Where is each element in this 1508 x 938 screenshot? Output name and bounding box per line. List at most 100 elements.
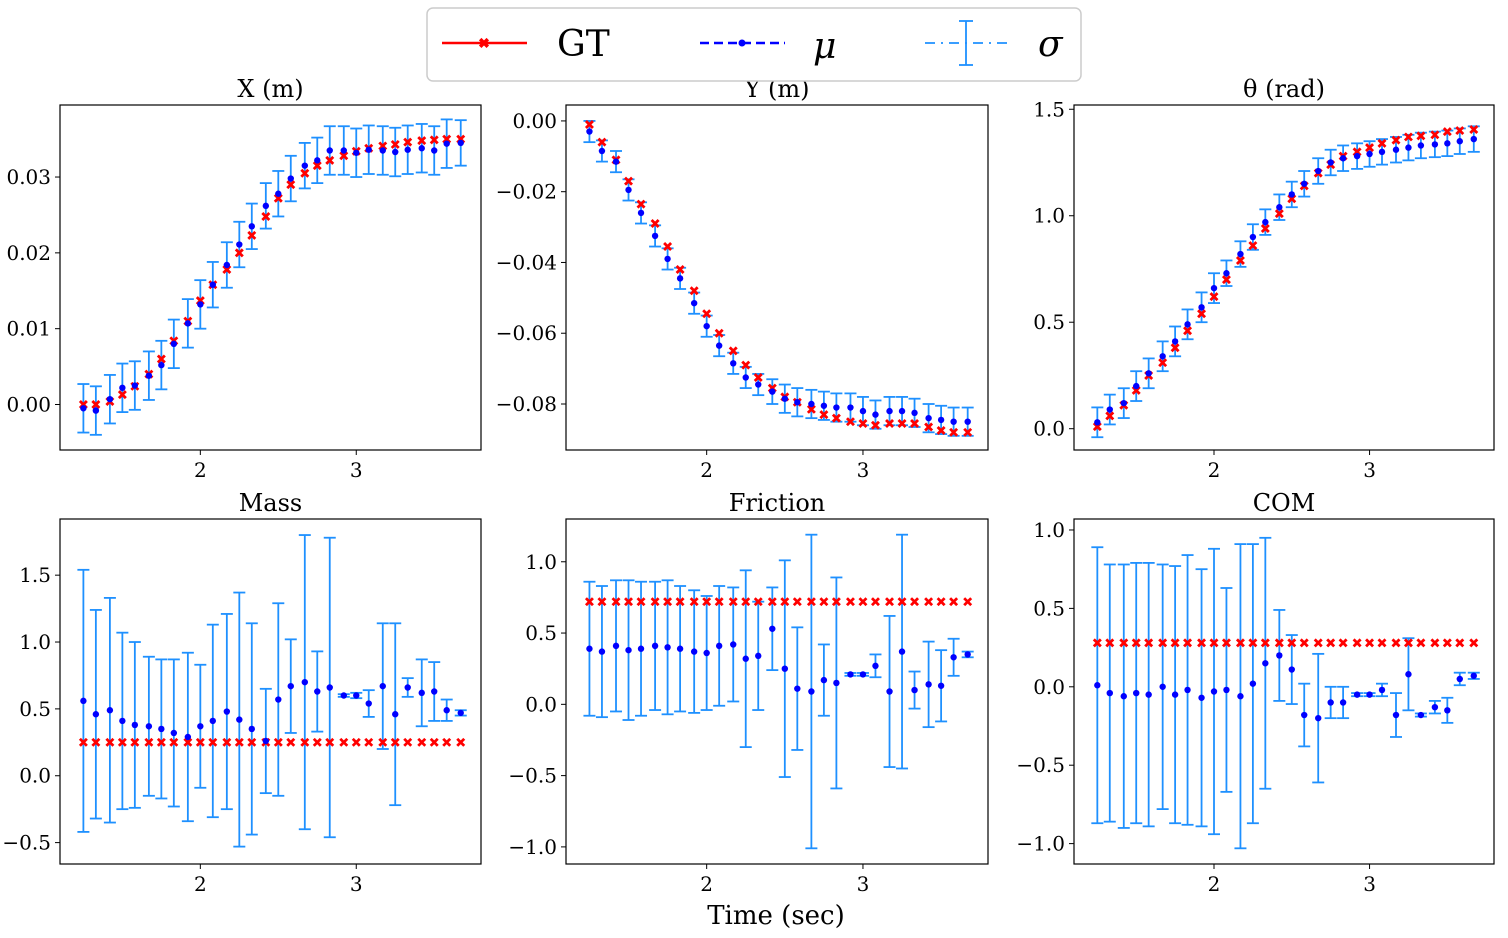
mu-point: [664, 255, 671, 263]
gt-point: [885, 418, 895, 428]
gt-point: [117, 390, 127, 400]
gt-point: [806, 597, 816, 607]
gt-point: [247, 737, 257, 747]
legend-gt-marker: ✖: [478, 36, 490, 52]
gt-point: [714, 597, 724, 607]
mu-point: [1378, 686, 1386, 694]
gt-point: [1170, 343, 1180, 353]
mu-point: [1210, 688, 1218, 695]
subplot-5: Friction 2 3 −1.0 −0.5 0.0 0.5 1.0: [508, 489, 989, 896]
mu-point: [847, 404, 854, 411]
gt-point: [1221, 275, 1231, 285]
gt-point: [689, 286, 699, 296]
y-tick-label: −0.5: [2, 831, 51, 855]
mu-point: [1339, 699, 1347, 706]
legend-entry-gt: ✖ GT: [442, 24, 610, 65]
y-tick-label: 0.0: [19, 764, 51, 788]
mu-point: [859, 407, 867, 415]
mu-point: [1094, 419, 1101, 426]
mu-point: [1353, 152, 1361, 160]
mu-point: [119, 384, 126, 392]
mu-point: [1339, 155, 1347, 162]
mu-point: [1301, 711, 1308, 719]
gt-point: [897, 597, 907, 607]
gt-point: [936, 597, 946, 607]
mu-point: [145, 723, 153, 730]
x-tick-label: 3: [1363, 458, 1376, 482]
mu-point: [248, 223, 255, 230]
x-tick-label: 3: [350, 872, 363, 896]
mu-point: [1171, 691, 1179, 698]
mu-point: [781, 665, 789, 672]
axes-frame: [59, 104, 482, 451]
gt-point: [714, 328, 724, 338]
gt-point: [728, 346, 738, 356]
y-tick-label: 1.5: [1033, 97, 1065, 121]
gt-point: [702, 309, 712, 319]
gt-point: [1131, 638, 1141, 648]
gt-point: [924, 597, 934, 607]
gt-point: [1287, 638, 1297, 648]
mu-point: [209, 281, 217, 288]
mu-point: [1249, 233, 1257, 241]
gt-point: [1274, 638, 1284, 648]
mu-point: [197, 723, 204, 730]
mu-point: [443, 140, 450, 147]
mu-point: [314, 688, 321, 695]
gt-point: [247, 230, 257, 240]
mu-point: [898, 407, 906, 415]
mu-point: [950, 654, 957, 661]
y-tick-label: 1.0: [525, 550, 557, 574]
subplot-title: COM: [1253, 489, 1316, 517]
gt-point: [910, 418, 920, 428]
gt-point: [1248, 241, 1258, 251]
mu-point: [379, 682, 386, 690]
mu-point: [911, 686, 918, 694]
gt-point: [831, 597, 841, 607]
mu-point: [925, 414, 932, 422]
mu-point: [703, 322, 710, 330]
mu-point: [1094, 682, 1101, 689]
mu-point: [898, 648, 906, 655]
axes-frame: [565, 104, 989, 451]
mu-point: [715, 342, 723, 349]
gt-point: [1338, 638, 1348, 648]
mu-point: [223, 708, 231, 715]
mu-point: [92, 407, 100, 414]
mu-point: [1262, 218, 1269, 226]
gt-point: [417, 737, 427, 747]
gt-point: [390, 737, 400, 747]
mu-point: [651, 232, 659, 240]
mu-point: [287, 175, 294, 182]
gt-point: [1430, 638, 1440, 648]
mu-point: [158, 725, 165, 733]
gt-point: [442, 737, 452, 747]
y-tick-label: 1.0: [1033, 204, 1065, 228]
gt-point: [1365, 638, 1375, 648]
gt-point: [675, 265, 685, 275]
legend-entry-sigma: σ: [925, 20, 1064, 66]
mu-point: [808, 400, 815, 408]
mu-point: [1237, 250, 1244, 258]
mu-point: [404, 684, 411, 691]
gt-point: [963, 427, 973, 437]
mu-point: [847, 671, 854, 678]
y-tick-label: −0.06: [496, 321, 557, 345]
gt-point: [1158, 358, 1168, 368]
mu-point: [937, 682, 945, 689]
mu-point: [418, 689, 425, 697]
mu-point: [794, 399, 801, 406]
x-tick-label: 2: [1208, 872, 1221, 896]
mu-point: [184, 733, 192, 741]
gt-point: [584, 597, 594, 607]
gt-point: [845, 417, 855, 427]
gt-point: [1197, 309, 1207, 319]
mu-point: [950, 418, 957, 425]
mu-point: [209, 717, 217, 725]
mu-point: [676, 275, 684, 282]
gt-point: [234, 248, 244, 258]
gt-point: [910, 597, 920, 607]
gt-point: [1197, 638, 1207, 648]
mu-point: [392, 148, 399, 156]
mu-point: [1120, 399, 1127, 407]
